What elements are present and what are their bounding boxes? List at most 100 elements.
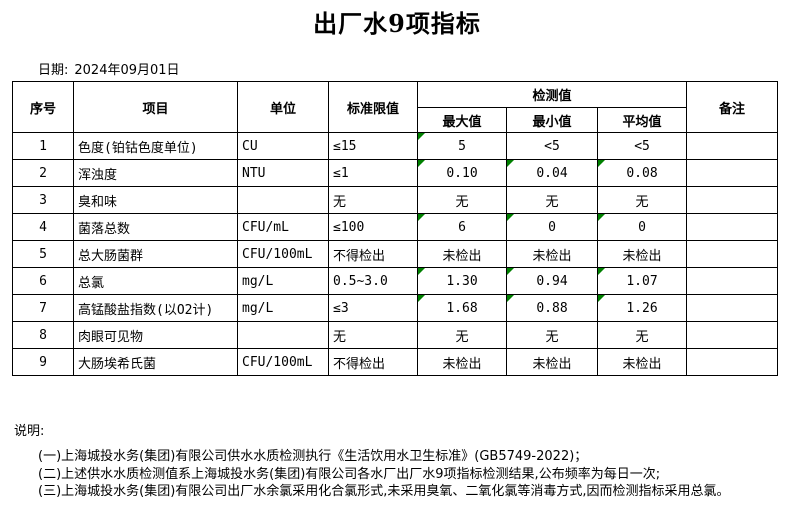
cell-limit: ≤15 [328, 132, 418, 160]
cell-item-text: 高锰酸盐指数(以O2计) [78, 302, 214, 318]
cell-seq-text: 9 [39, 354, 47, 370]
error-flag-triangle-icon [507, 295, 514, 302]
cell-item-text: 大肠埃希氏菌 [78, 356, 157, 372]
table-row: 8 肉眼可见物 无 无 无 无 [12, 321, 779, 349]
cell-item: 肉眼可见物 [73, 321, 238, 349]
cell-remark [686, 348, 779, 376]
cell-avg-text: 1.07 [626, 273, 658, 289]
error-flag-triangle-icon [418, 133, 425, 140]
cell-avg-text: 0 [638, 219, 646, 235]
notes-label: 说明: [14, 424, 45, 439]
header-limit: 标准限值 [328, 81, 418, 133]
cell-seq: 7 [12, 294, 74, 322]
cell-min-text: 0.04 [536, 165, 568, 181]
header-detection: 检测值 [416, 81, 688, 108]
cell-min-text: 0.88 [536, 300, 568, 316]
cell-avg: 未检出 [596, 348, 688, 376]
cell-limit-text: ≤15 [333, 138, 357, 154]
error-flag-triangle-icon [507, 214, 514, 221]
cell-unit: mg/L [237, 294, 329, 322]
cell-min: 0.04 [506, 159, 598, 187]
cell-avg: 未检出 [596, 240, 688, 268]
cell-min-text: 0 [548, 219, 556, 235]
cell-unit: CFU/mL [237, 213, 329, 241]
table-row: 7 高锰酸盐指数(以O2计) mg/L ≤3 1.68 0.88 1.26 [12, 294, 779, 322]
cell-seq: 1 [12, 132, 74, 160]
cell-avg: 1.07 [596, 267, 688, 295]
error-flag-triangle-icon [598, 268, 605, 275]
cell-unit-text: mg/L [242, 300, 274, 316]
table-body: 1 色度(铂钴色度单位) CU ≤15 5 <5 <5 2 浑浊度 NTU ≤1 0.10 0.04 0.… [12, 132, 779, 376]
table-row: 6 总氯 mg/L 0.5~3.0 1.30 0.94 1.07 [12, 267, 779, 295]
error-flag-triangle-icon [598, 295, 605, 302]
cell-item: 总大肠菌群 [73, 240, 238, 268]
cell-seq: 9 [12, 348, 74, 376]
cell-avg: <5 [596, 132, 688, 160]
cell-seq: 6 [12, 267, 74, 295]
cell-avg-text: 未检出 [622, 248, 662, 264]
cell-max-text: 未检出 [442, 248, 482, 264]
cell-limit: ≤100 [328, 213, 418, 241]
cell-seq: 5 [12, 240, 74, 268]
header-avg: 平均值 [596, 107, 688, 133]
note-item: (二)上述供水水质检测值系上海城投水务(集团)有限公司各水厂出厂水9项指标检测结… [38, 466, 661, 482]
header-remark: 备注 [686, 81, 779, 133]
cell-unit-text: CU [242, 138, 258, 154]
cell-item: 浑浊度 [73, 159, 238, 187]
cell-seq-text: 2 [39, 165, 47, 181]
cell-unit: CFU/100mL [237, 348, 329, 376]
cell-limit-text: 无 [333, 194, 347, 210]
cell-unit-text: CFU/100mL [242, 246, 313, 262]
cell-max-text: 无 [455, 194, 469, 210]
cell-min-text: 未检出 [532, 248, 572, 264]
cell-item: 高锰酸盐指数(以O2计) [73, 294, 238, 322]
cell-seq: 8 [12, 321, 74, 349]
cell-remark [686, 267, 779, 295]
cell-limit: 不得检出 [328, 240, 418, 268]
cell-max-text: 5 [458, 138, 466, 154]
cell-avg-text: 1.26 [626, 300, 658, 316]
cell-avg: 0.08 [596, 159, 688, 187]
cell-seq-text: 1 [39, 138, 47, 154]
header-max: 最大值 [417, 107, 507, 133]
note-item: (一)上海城投水务(集团)有限公司供水水质检测执行《生活饮用水卫生标准》(GB5… [38, 449, 588, 464]
cell-avg-text: 无 [635, 194, 649, 210]
cell-max-text: 0.10 [446, 165, 478, 181]
cell-limit-text: ≤1 [333, 165, 349, 181]
cell-item: 大肠埃希氏菌 [73, 348, 238, 376]
cell-seq: 4 [12, 213, 74, 241]
error-flag-triangle-icon [418, 295, 425, 302]
cell-max: 5 [417, 132, 507, 160]
cell-seq-text: 8 [39, 327, 47, 343]
cell-item-text: 浑浊度 [78, 167, 118, 183]
cell-unit: CU [237, 132, 329, 160]
cell-unit-text: NTU [242, 165, 266, 181]
error-flag-triangle-icon [507, 160, 514, 167]
cell-limit-text: 不得检出 [333, 356, 386, 372]
cell-max: 未检出 [417, 240, 507, 268]
cell-min: 无 [506, 186, 598, 214]
date-value: 2024年09月01日 [74, 63, 180, 78]
header-unit: 单位 [237, 81, 329, 133]
cell-min: 无 [506, 321, 598, 349]
report-date: 日期: 2024年09月01日 [38, 59, 180, 78]
table-row: 3 臭和味 无 无 无 无 [12, 186, 779, 214]
table-row: 5 总大肠菌群 CFU/100mL 不得检出 未检出 未检出 未检出 [12, 240, 779, 268]
cell-limit-text: 无 [333, 329, 347, 345]
cell-max-text: 1.68 [446, 300, 478, 316]
cell-item-text: 总大肠菌群 [78, 248, 144, 264]
cell-unit [237, 186, 329, 214]
cell-min: 0.94 [506, 267, 598, 295]
cell-limit: 0.5~3.0 [328, 267, 418, 295]
cell-remark [686, 294, 779, 322]
error-flag-triangle-icon [418, 214, 425, 221]
cell-item: 总氯 [73, 267, 238, 295]
cell-max: 无 [417, 186, 507, 214]
cell-item-text: 总氯 [78, 275, 105, 291]
cell-seq-text: 4 [39, 219, 47, 235]
cell-limit: 无 [328, 186, 418, 214]
cell-remark [686, 213, 779, 241]
cell-limit-text: 0.5~3.0 [333, 273, 388, 289]
cell-max: 1.68 [417, 294, 507, 322]
cell-unit: NTU [237, 159, 329, 187]
